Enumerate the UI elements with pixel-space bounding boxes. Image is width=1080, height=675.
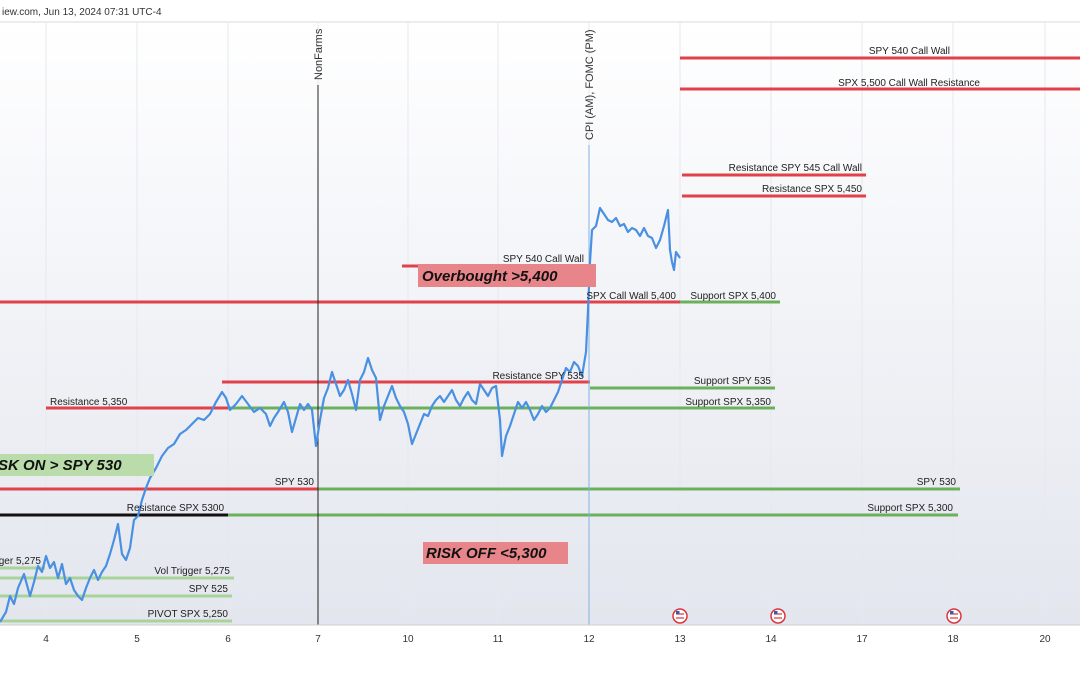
- level-label: Support SPY 535: [694, 376, 772, 387]
- price-line: [0, 206, 681, 623]
- x-axis-background: [0, 625, 1080, 675]
- zone-box: [418, 264, 596, 287]
- x-tick-label: 6: [225, 634, 231, 645]
- level-label: Resistance SPY 535: [492, 371, 584, 382]
- flag-canton: [774, 611, 778, 614]
- x-tick-label: 17: [856, 634, 868, 645]
- zone-box-label: Overbought >5,400: [422, 268, 558, 285]
- level-label: Resistance 5,350: [50, 397, 128, 408]
- flags: [672, 608, 962, 624]
- level-label: SPX 5,500 Call Wall Resistance: [838, 78, 980, 89]
- price-series: [0, 206, 681, 623]
- x-tick-label: 12: [583, 634, 595, 645]
- level-label: Support SPX 5,350: [685, 397, 771, 408]
- level-label: SPY 540 Call Wall: [869, 46, 950, 57]
- flag-canton: [676, 611, 680, 614]
- us-flag-icon[interactable]: [672, 608, 688, 624]
- x-tick-label: 10: [402, 634, 414, 645]
- zone-box-label: SK ON > SPY 530: [0, 457, 122, 474]
- us-flag-icon[interactable]: [770, 608, 786, 624]
- x-tick-label: 18: [947, 634, 959, 645]
- level-labels: SPY 540 Call Wall SPX 5,500 Call Wall Res…: [0, 46, 980, 620]
- level-label: Support SPX 5,400: [690, 291, 776, 302]
- x-tick-label: 14: [765, 634, 777, 645]
- zone-box-label: RISK OFF <5,300: [426, 545, 547, 562]
- x-tick-label: 4: [43, 634, 49, 645]
- level-label: rigger 5,275: [0, 556, 41, 567]
- header-text: iew.com, Jun 13, 2024 07:31 UTC-4: [2, 7, 162, 18]
- us-flag-icon[interactable]: [946, 608, 962, 624]
- x-tick-label: 13: [674, 634, 686, 645]
- level-label: Resistance SPY 545 Call Wall: [729, 163, 862, 174]
- level-label: PIVOT SPX 5,250: [148, 609, 229, 620]
- plot-background: [0, 22, 1080, 625]
- zone-box: [0, 454, 154, 476]
- event-lines: NonFarms CPI (AM), FOMC (PM): [313, 28, 596, 625]
- event-label: NonFarms: [313, 28, 325, 80]
- level-label: Resistance SPX 5300: [127, 503, 225, 514]
- level-label: SPY 530: [275, 477, 315, 488]
- x-tick-label: 20: [1039, 634, 1051, 645]
- level-label: SPY 530: [917, 477, 957, 488]
- level-label: SPY 525: [189, 584, 229, 595]
- level-label: Support SPX 5,300: [867, 503, 953, 514]
- flag-canton: [950, 611, 954, 614]
- event-label: CPI (AM), FOMC (PM): [584, 29, 596, 140]
- level-label: SPX Call Wall 5,400: [586, 291, 676, 302]
- x-tick-label: 11: [493, 634, 504, 645]
- level-label: Vol Trigger 5,275: [154, 566, 230, 577]
- zone-boxes: Overbought >5,400 SK ON > SPY 530 RISK OFF…: [0, 264, 596, 564]
- x-tick-label: 7: [315, 634, 321, 645]
- level-label: Resistance SPX 5,450: [762, 184, 862, 195]
- x-tick-label: 5: [134, 634, 140, 645]
- x-axis-ticks: 4 5 6 7 10 11 12 13 14 17 18 20: [43, 634, 1051, 645]
- zone-box: [423, 542, 568, 564]
- level-label: SPY 540 Call Wall: [503, 254, 584, 265]
